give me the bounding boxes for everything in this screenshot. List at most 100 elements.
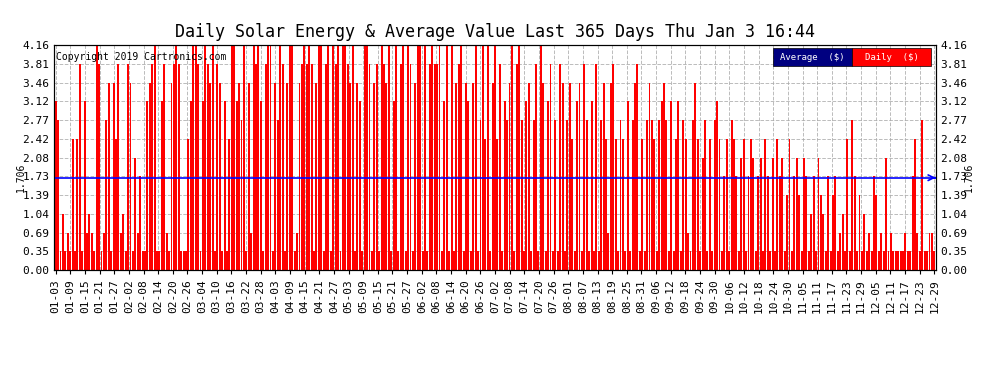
Bar <box>759 158 761 270</box>
Bar <box>779 176 781 270</box>
Bar <box>296 232 298 270</box>
Bar <box>844 251 846 270</box>
Bar <box>634 83 636 270</box>
Bar <box>260 101 261 270</box>
Bar <box>774 251 776 270</box>
Bar <box>142 251 144 270</box>
Bar <box>902 251 904 270</box>
Bar <box>900 251 902 270</box>
Bar <box>187 139 189 270</box>
Bar <box>252 45 254 270</box>
Bar <box>192 45 194 270</box>
Bar <box>214 251 216 270</box>
Bar <box>880 232 882 270</box>
Bar <box>569 83 571 270</box>
Bar <box>810 214 812 270</box>
Bar <box>84 101 85 270</box>
Bar <box>358 101 360 270</box>
Bar <box>544 251 546 270</box>
Text: 1.706: 1.706 <box>964 163 974 192</box>
Bar <box>905 232 906 270</box>
Bar <box>54 101 56 270</box>
Bar <box>600 120 602 270</box>
Bar <box>608 232 610 270</box>
Bar <box>924 251 926 270</box>
Bar <box>345 45 346 270</box>
Bar <box>887 251 889 270</box>
Bar <box>137 232 139 270</box>
Bar <box>248 83 249 270</box>
Bar <box>856 251 858 270</box>
Bar <box>496 139 498 270</box>
Bar <box>762 251 764 270</box>
Bar <box>685 139 687 270</box>
Bar <box>830 251 832 270</box>
Bar <box>583 64 585 270</box>
Bar <box>393 101 395 270</box>
Bar <box>299 83 300 270</box>
Bar <box>127 64 129 270</box>
Bar <box>823 214 825 270</box>
Bar <box>212 45 214 270</box>
Bar <box>105 120 107 270</box>
Bar <box>897 251 899 270</box>
Bar <box>922 120 924 270</box>
Bar <box>644 251 645 270</box>
Bar <box>457 64 459 270</box>
Bar <box>598 251 600 270</box>
Bar <box>682 120 684 270</box>
Bar <box>460 45 462 270</box>
Bar <box>221 251 223 270</box>
Bar <box>622 139 624 270</box>
Bar <box>349 83 351 270</box>
Bar <box>279 45 281 270</box>
Bar <box>697 139 699 270</box>
Bar <box>427 251 429 270</box>
Bar <box>477 251 479 270</box>
Bar <box>289 45 291 270</box>
Bar <box>764 139 766 270</box>
Bar <box>59 251 61 270</box>
Bar <box>752 158 754 270</box>
Bar <box>892 251 894 270</box>
Bar <box>69 251 71 270</box>
Bar <box>564 251 566 270</box>
Bar <box>434 64 436 270</box>
Bar <box>863 214 865 270</box>
Bar <box>229 139 231 270</box>
Bar <box>492 83 494 270</box>
Bar <box>620 120 622 270</box>
Bar <box>677 101 679 270</box>
Bar <box>57 120 59 270</box>
Bar <box>257 45 259 270</box>
Bar <box>417 45 419 270</box>
Bar <box>632 120 634 270</box>
Bar <box>914 139 916 270</box>
Bar <box>559 64 561 270</box>
Bar <box>432 45 434 270</box>
Text: Daily  ($): Daily ($) <box>864 53 919 62</box>
Bar <box>410 64 412 270</box>
Bar <box>385 83 387 270</box>
Bar <box>156 251 158 270</box>
Bar <box>687 232 689 270</box>
Bar <box>405 251 407 270</box>
Bar <box>286 83 288 270</box>
Bar <box>704 120 706 270</box>
Bar <box>231 45 233 270</box>
Bar <box>895 251 897 270</box>
Bar <box>547 101 549 270</box>
Bar <box>754 251 756 270</box>
Bar <box>721 251 723 270</box>
Bar <box>318 45 320 270</box>
Bar <box>200 251 201 270</box>
Bar <box>368 64 370 270</box>
Bar <box>566 120 568 270</box>
Bar <box>791 251 793 270</box>
Bar <box>226 251 228 270</box>
Bar <box>499 64 501 270</box>
Bar <box>885 158 887 270</box>
Bar <box>593 251 595 270</box>
Bar <box>769 251 771 270</box>
Bar <box>848 251 850 270</box>
